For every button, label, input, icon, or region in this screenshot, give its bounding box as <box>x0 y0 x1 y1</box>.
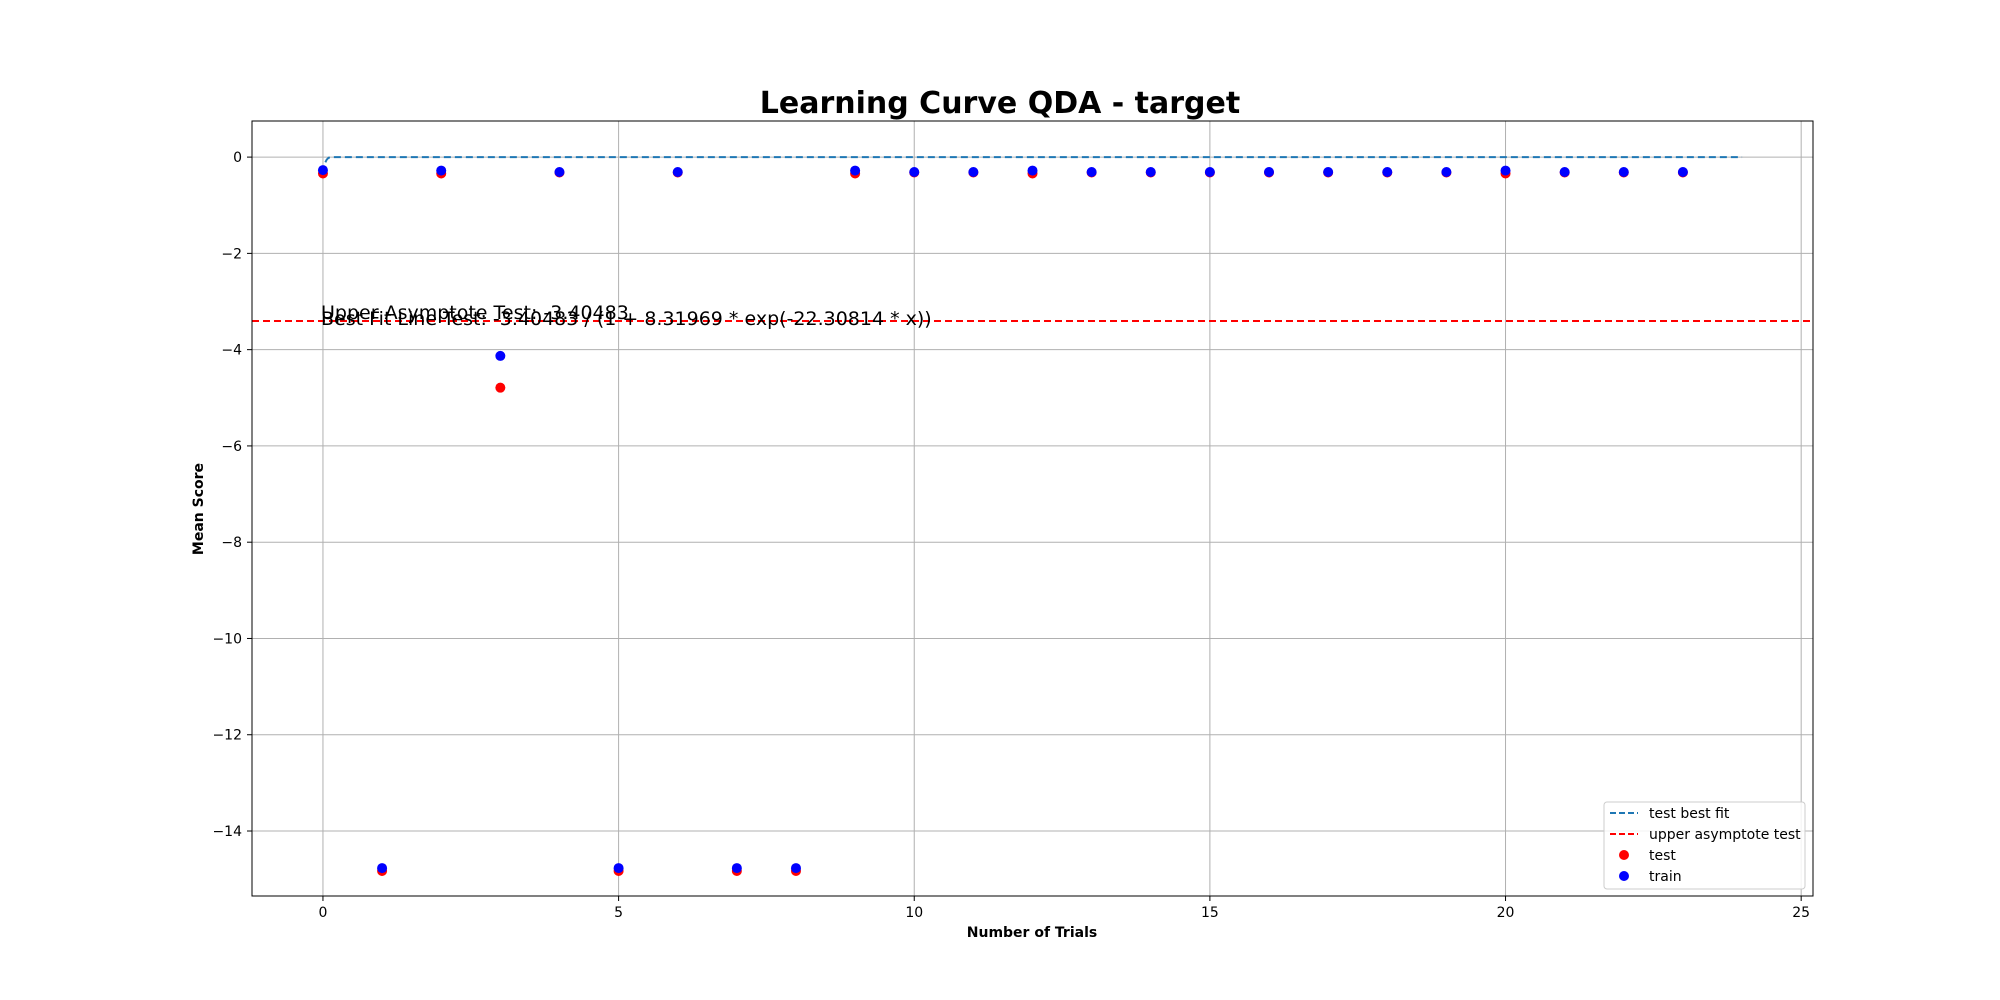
legend-label-train: train <box>1649 869 1682 885</box>
train-point <box>317 165 328 176</box>
y-axis-title: Mean Score <box>191 463 207 555</box>
legend-marker-test <box>1619 850 1629 860</box>
y-tick-label: −2 <box>221 246 242 262</box>
legend-box <box>1603 801 1806 890</box>
train-point <box>790 863 801 874</box>
y-tick-label: −10 <box>212 631 242 647</box>
train-point <box>1204 167 1215 178</box>
train-point <box>436 165 447 176</box>
train-point <box>672 167 683 178</box>
train-point <box>909 167 920 178</box>
train-point <box>613 863 624 874</box>
plot-area-frame <box>251 120 1814 897</box>
y-tick-label: −8 <box>221 535 242 551</box>
train-point <box>377 863 388 874</box>
test-point <box>495 382 506 393</box>
chart-title: Learning Curve QDA - target <box>760 86 1240 121</box>
train-point <box>1500 165 1511 176</box>
legend-marker-train <box>1619 871 1629 881</box>
x-axis-title: Number of Trials <box>967 925 1097 941</box>
train-point <box>850 165 861 176</box>
best-fit-line <box>321 156 1743 174</box>
best-fit-layer <box>321 156 1743 174</box>
train-point <box>1677 167 1688 178</box>
train-point <box>1441 167 1452 178</box>
y-tick-label: −6 <box>221 439 242 455</box>
y-tick-label: −14 <box>212 824 242 840</box>
train-point <box>495 350 506 361</box>
x-tick-label: 15 <box>1201 905 1219 921</box>
axis-ticks: 0 5 10 15 20 25 0 −2 −4 −6 −8 −10 −12 −14 <box>212 150 1810 921</box>
train-point <box>1323 167 1334 178</box>
legend-label-best-fit: test best fit <box>1649 806 1730 822</box>
train-point <box>1086 167 1097 178</box>
grid-lines <box>252 121 1813 896</box>
train-point <box>1264 167 1275 178</box>
legend-label-test: test <box>1649 848 1676 864</box>
train-point <box>968 167 979 178</box>
legend: test best fit upper asymptote test test … <box>1603 801 1806 890</box>
data-points <box>317 165 1688 876</box>
y-tick-label: −12 <box>212 728 242 744</box>
x-tick-label: 20 <box>1497 905 1515 921</box>
x-tick-label: 0 <box>318 905 327 921</box>
train-point <box>731 863 742 874</box>
train-point <box>1382 167 1393 178</box>
train-point <box>554 167 565 178</box>
y-tick-label: −4 <box>221 343 242 359</box>
train-point <box>1618 167 1629 178</box>
annotations: Upper Asymptote Test: -3.40483 Best Fit … <box>321 302 932 330</box>
annotation-best-fit: Best Fit Line Test: -3.40483 / (1 + 8.31… <box>321 308 932 330</box>
x-tick-label: 10 <box>905 905 923 921</box>
train-point <box>1559 167 1570 178</box>
legend-label-asymptote: upper asymptote test <box>1649 827 1801 843</box>
x-tick-label: 5 <box>614 905 623 921</box>
annotation-upper-asymptote: Upper Asymptote Test: -3.40483 <box>321 302 629 324</box>
y-tick-label: 0 <box>233 150 242 166</box>
train-point <box>1027 165 1038 176</box>
x-tick-label: 25 <box>1792 905 1810 921</box>
train-point <box>1145 167 1156 178</box>
